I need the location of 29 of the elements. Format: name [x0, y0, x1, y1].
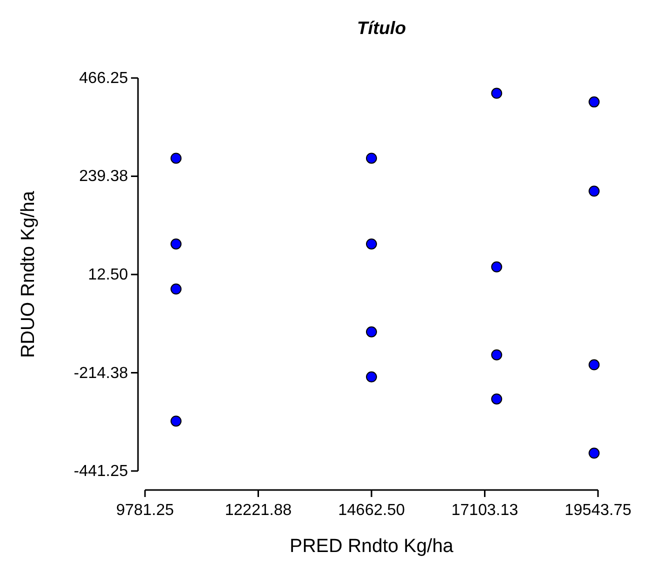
point [588, 186, 600, 197]
point [170, 152, 182, 164]
point [366, 238, 377, 250]
x-tick-label: 17103.13 [451, 502, 518, 519]
y-tick-label: -214.38 [74, 364, 128, 382]
point [491, 261, 502, 272]
x-tick-label: 9781.25 [116, 502, 174, 519]
point [588, 96, 600, 108]
point [491, 88, 502, 99]
y-tick-label: 466.25 [79, 70, 128, 87]
point [491, 394, 502, 405]
point [588, 448, 600, 459]
point [588, 359, 600, 370]
point [366, 371, 377, 382]
y-tick-label: 239.38 [79, 168, 128, 186]
point [170, 238, 182, 250]
point [170, 284, 182, 295]
y-axis-title: RDUO Rndto Kg/ha [18, 190, 39, 358]
x-tick-label: 12221.88 [224, 502, 292, 519]
point [366, 326, 377, 338]
x-tick-label: 14662.50 [338, 502, 405, 519]
y-tick-label: -441.25 [74, 463, 128, 480]
chart-title: Título [357, 18, 406, 38]
y-tick-label: 12.50 [88, 266, 128, 284]
point [366, 152, 377, 164]
x-tick-label: 19543.75 [564, 502, 632, 519]
point [170, 416, 182, 427]
x-axis-title: PRED Rndto Kg/ha [290, 536, 454, 557]
point [491, 349, 502, 360]
